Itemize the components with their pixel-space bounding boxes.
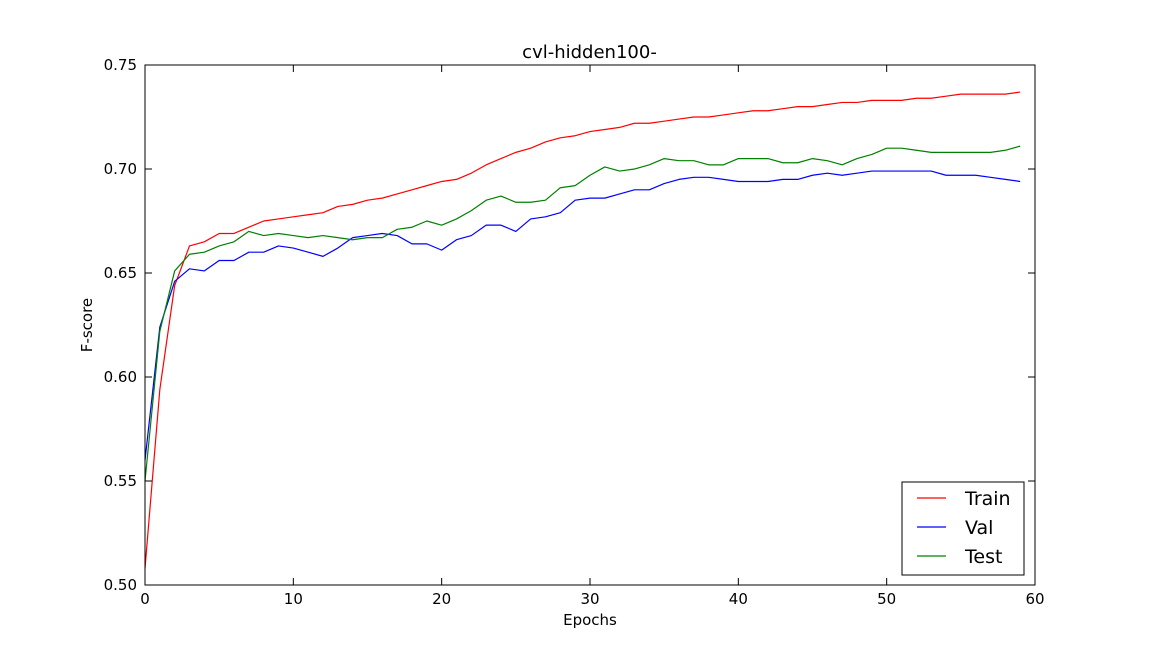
series-line-val bbox=[144, 170, 1021, 461]
legend-label-val: Val bbox=[965, 517, 993, 539]
plot-background bbox=[145, 65, 1035, 585]
y-axis-label: F-score bbox=[78, 298, 96, 352]
x-tick-label: 40 bbox=[729, 590, 748, 608]
series-line-train bbox=[144, 91, 1021, 569]
series-line-test bbox=[144, 145, 1021, 482]
x-tick-label: 10 bbox=[284, 590, 303, 608]
x-tick-label: 30 bbox=[580, 590, 599, 608]
y-axis-ticks: 0.50 0.55 0.60 0.65 0.70 0.75 bbox=[104, 56, 1035, 594]
legend-label-test: Test bbox=[964, 546, 1002, 568]
y-tick-label: 0.60 bbox=[104, 368, 137, 386]
series-layer bbox=[144, 91, 1021, 569]
x-tick-label: 0 bbox=[140, 590, 150, 608]
x-axis-ticks: 0 10 20 30 40 50 60 bbox=[140, 65, 1045, 608]
plot-area: 0 10 20 30 40 50 60 0.50 0.55 0.60 0.65 0.70 0.75 bbox=[104, 56, 1045, 608]
legend-label-train: Train bbox=[964, 488, 1011, 510]
x-axis-label: Epochs bbox=[563, 611, 617, 629]
x-tick-label: 20 bbox=[432, 590, 451, 608]
y-tick-label: 0.55 bbox=[104, 472, 137, 490]
y-tick-label: 0.70 bbox=[104, 160, 137, 178]
y-tick-label: 0.75 bbox=[104, 56, 137, 74]
x-tick-label: 50 bbox=[877, 590, 896, 608]
y-tick-label: 0.50 bbox=[104, 576, 137, 594]
legend: Train Val Test bbox=[901, 481, 1025, 576]
x-tick-label: 60 bbox=[1025, 590, 1044, 608]
y-tick-label: 0.65 bbox=[104, 264, 137, 282]
chart-title: cvl-hidden100- bbox=[522, 42, 657, 63]
